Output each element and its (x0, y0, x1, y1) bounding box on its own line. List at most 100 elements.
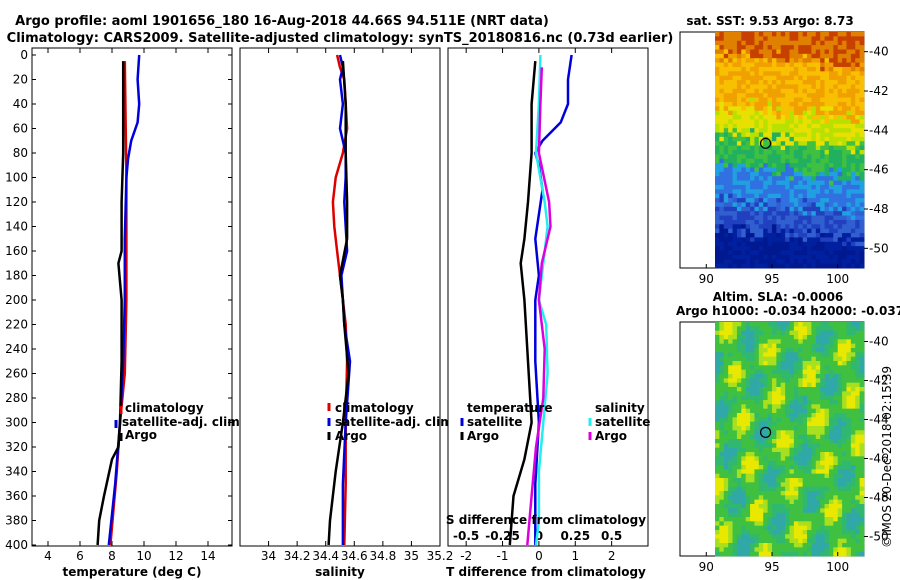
map-cell (719, 443, 725, 449)
map-cell (771, 101, 777, 107)
map-cell (728, 246, 733, 251)
map-cell (850, 421, 856, 427)
map-cell (842, 123, 847, 129)
map-cell (723, 374, 729, 379)
map-cell (732, 115, 738, 120)
map-cell (798, 369, 804, 375)
map-cell (736, 58, 742, 63)
map-cell (802, 365, 808, 371)
map-cell (767, 352, 773, 358)
map-cell (798, 241, 804, 247)
map-cell (859, 101, 865, 107)
map-cell (802, 478, 808, 483)
map-cell (771, 62, 777, 68)
map-cell (833, 426, 839, 431)
map-cell (750, 491, 755, 496)
map-cell (815, 154, 821, 160)
map-cell (820, 339, 825, 345)
map-cell (850, 40, 856, 46)
map-cell (728, 106, 733, 112)
map-cell (793, 132, 799, 138)
map-cell (741, 434, 747, 440)
map-cell (807, 534, 812, 540)
map-cell (855, 66, 861, 72)
map-cell (828, 241, 834, 247)
map-cell (719, 491, 725, 496)
map-cell (828, 53, 834, 59)
map-cell (754, 356, 760, 362)
map-cell (837, 408, 843, 414)
map-cell (789, 84, 795, 90)
map-cell (846, 547, 852, 553)
map-cell (785, 456, 790, 462)
map-cell (824, 219, 830, 225)
map-cell (798, 543, 804, 548)
map-cell (837, 254, 843, 260)
map-cell (750, 180, 755, 186)
map-cell (754, 189, 760, 195)
map-cell (815, 439, 821, 444)
map-cell (732, 215, 738, 221)
x-tick-label: -2 (460, 549, 472, 563)
map-cell (837, 115, 843, 120)
map-cell (732, 517, 738, 522)
map-cell (763, 504, 768, 509)
map-cell (771, 404, 777, 410)
map-cell (855, 132, 861, 138)
map-cell (736, 400, 742, 405)
map-cell (859, 84, 865, 90)
map-cell (815, 543, 821, 548)
map-cell (828, 202, 834, 208)
map-cell (767, 361, 773, 366)
map-cell (758, 211, 764, 216)
map-cell (785, 482, 790, 488)
map-cell (771, 228, 777, 234)
map-cell (811, 49, 817, 55)
map-cell (719, 211, 725, 216)
map-cell (846, 241, 852, 247)
map-cell (811, 547, 817, 553)
map-cell (728, 434, 733, 440)
map-cell (824, 413, 830, 418)
map-cell (850, 495, 856, 501)
map-cell (846, 62, 852, 68)
map-cell (741, 352, 747, 358)
map-cell (715, 49, 720, 55)
map-cell (763, 115, 768, 120)
map-cell (754, 154, 760, 160)
map-cell (855, 123, 861, 129)
map-cell (723, 110, 729, 116)
map-cell (807, 219, 812, 225)
map-cell (802, 132, 808, 138)
x-tick-label: 14 (200, 549, 215, 563)
map-cell (754, 97, 760, 103)
map-cell (736, 71, 742, 77)
map-cell (789, 365, 795, 371)
map-cell (820, 259, 825, 265)
map-cell (789, 97, 795, 103)
map-cell (824, 530, 830, 535)
map-cell (859, 330, 865, 336)
map-cell (750, 71, 755, 77)
map-cell (859, 447, 865, 453)
map-cell (780, 400, 786, 405)
map-cell (859, 521, 865, 527)
map-cell (798, 551, 804, 557)
map-cell (820, 215, 825, 221)
map-cell (811, 145, 817, 151)
map-cell (736, 237, 742, 243)
map-cell (798, 167, 804, 173)
map-cell (850, 413, 856, 418)
map-cell (776, 482, 782, 488)
map-cell (741, 426, 747, 431)
map-cell (741, 478, 747, 483)
map-cell (715, 101, 720, 107)
map-cell (815, 136, 821, 142)
map-cell (728, 326, 733, 332)
map-cell (859, 62, 865, 68)
map-cell (820, 136, 825, 142)
map-cell (855, 512, 861, 518)
map-cell (750, 128, 755, 133)
map-cell (719, 374, 725, 379)
map-cell (776, 206, 782, 212)
